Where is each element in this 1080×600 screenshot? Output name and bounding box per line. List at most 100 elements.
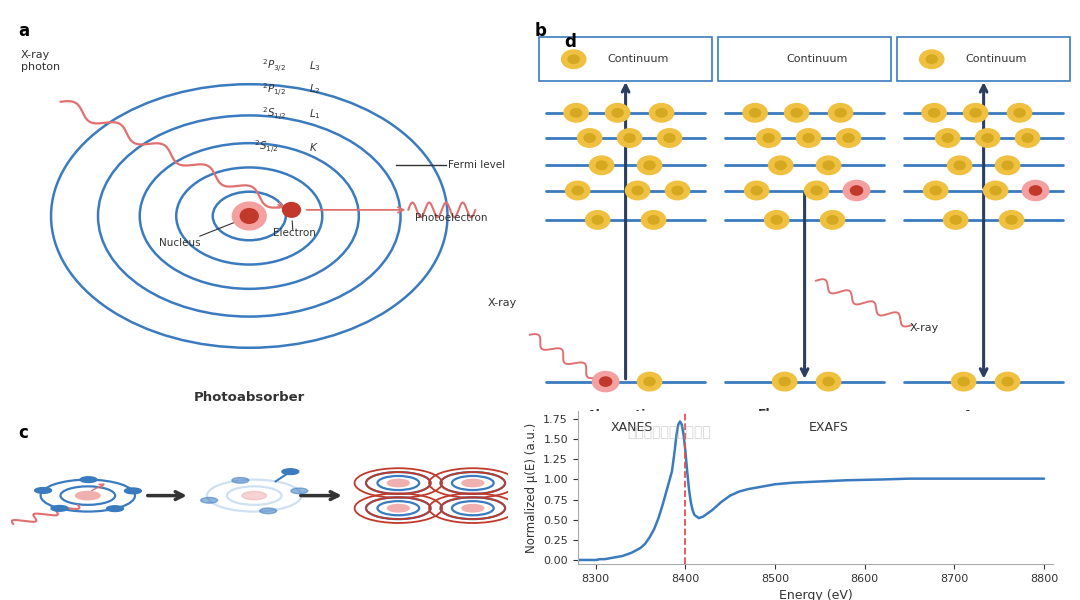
Circle shape xyxy=(811,186,822,194)
Circle shape xyxy=(562,50,585,68)
Circle shape xyxy=(990,186,1001,194)
Circle shape xyxy=(805,181,828,200)
Circle shape xyxy=(618,129,642,147)
Circle shape xyxy=(821,211,845,229)
Circle shape xyxy=(656,109,667,117)
Circle shape xyxy=(644,161,656,169)
Circle shape xyxy=(963,104,988,122)
Circle shape xyxy=(843,181,869,200)
Circle shape xyxy=(975,129,1000,147)
Text: Continuum: Continuum xyxy=(786,54,848,64)
Circle shape xyxy=(792,109,802,117)
Circle shape xyxy=(816,373,840,391)
Circle shape xyxy=(999,211,1024,229)
Circle shape xyxy=(388,505,409,512)
Circle shape xyxy=(828,104,852,122)
Circle shape xyxy=(201,497,217,503)
Circle shape xyxy=(596,161,607,169)
Circle shape xyxy=(1022,134,1034,142)
Circle shape xyxy=(282,469,299,475)
Circle shape xyxy=(592,215,603,224)
Circle shape xyxy=(283,203,300,217)
Circle shape xyxy=(658,129,681,147)
Text: Fermi level: Fermi level xyxy=(448,160,505,170)
Circle shape xyxy=(606,104,630,122)
Circle shape xyxy=(637,156,662,175)
Circle shape xyxy=(672,186,683,194)
Circle shape xyxy=(624,134,635,142)
Circle shape xyxy=(578,129,602,147)
Circle shape xyxy=(935,129,960,147)
Text: X-ray: X-ray xyxy=(909,323,939,333)
Circle shape xyxy=(823,377,834,386)
Circle shape xyxy=(752,186,762,194)
Circle shape xyxy=(1008,104,1031,122)
Circle shape xyxy=(775,161,786,169)
Circle shape xyxy=(1029,186,1041,195)
Circle shape xyxy=(827,215,838,224)
Text: Absorption: Absorption xyxy=(588,409,664,421)
Circle shape xyxy=(648,215,659,224)
Text: Electron: Electron xyxy=(272,229,315,238)
Circle shape xyxy=(612,109,623,117)
Text: d: d xyxy=(564,33,576,51)
Circle shape xyxy=(80,477,97,482)
Circle shape xyxy=(984,181,1008,200)
Circle shape xyxy=(947,156,972,175)
Text: $^2P_{3/2}$: $^2P_{3/2}$ xyxy=(261,58,285,74)
Circle shape xyxy=(996,156,1020,175)
Circle shape xyxy=(462,479,484,487)
Circle shape xyxy=(954,161,966,169)
Text: Continuum: Continuum xyxy=(964,54,1026,64)
Circle shape xyxy=(241,209,258,223)
Circle shape xyxy=(836,129,861,147)
Circle shape xyxy=(107,506,123,511)
Text: Fluorescence: Fluorescence xyxy=(758,409,851,421)
Circle shape xyxy=(291,488,308,494)
Circle shape xyxy=(922,104,946,122)
Circle shape xyxy=(584,134,595,142)
Text: $L_2$: $L_2$ xyxy=(309,83,321,97)
Circle shape xyxy=(823,161,834,169)
Circle shape xyxy=(664,134,675,142)
Circle shape xyxy=(765,211,788,229)
Circle shape xyxy=(462,505,484,512)
Circle shape xyxy=(232,478,248,483)
Circle shape xyxy=(951,373,975,391)
Circle shape xyxy=(950,215,961,224)
Circle shape xyxy=(850,186,863,195)
Text: EXAFS: EXAFS xyxy=(809,421,849,434)
Circle shape xyxy=(1023,181,1049,200)
Circle shape xyxy=(944,211,968,229)
FancyBboxPatch shape xyxy=(897,37,1070,81)
Text: X-ray: X-ray xyxy=(487,298,516,308)
Text: $L_1$: $L_1$ xyxy=(309,107,321,121)
Circle shape xyxy=(982,134,994,142)
Text: $^2S_{1/2}$: $^2S_{1/2}$ xyxy=(261,106,286,122)
Circle shape xyxy=(958,377,969,386)
Text: a: a xyxy=(18,22,29,40)
Text: Auger: Auger xyxy=(962,409,1004,421)
Circle shape xyxy=(649,104,674,122)
Circle shape xyxy=(259,508,276,514)
Circle shape xyxy=(816,156,840,175)
FancyBboxPatch shape xyxy=(539,37,712,81)
Circle shape xyxy=(625,181,650,200)
Circle shape xyxy=(784,104,809,122)
Circle shape xyxy=(743,104,767,122)
Circle shape xyxy=(942,134,954,142)
Text: c: c xyxy=(18,424,28,442)
Circle shape xyxy=(632,186,643,194)
Text: $^2S_{1/2}$: $^2S_{1/2}$ xyxy=(254,138,279,155)
Circle shape xyxy=(599,377,611,386)
Text: Nucleus: Nucleus xyxy=(159,238,201,248)
Circle shape xyxy=(1014,109,1025,117)
Circle shape xyxy=(570,109,582,117)
Text: 公众号：生化环材前沿: 公众号：生化环材前沿 xyxy=(627,425,712,439)
Circle shape xyxy=(585,211,610,229)
X-axis label: Energy (eV): Energy (eV) xyxy=(779,589,852,600)
FancyBboxPatch shape xyxy=(718,37,891,81)
Circle shape xyxy=(1002,161,1013,169)
Circle shape xyxy=(996,373,1020,391)
Circle shape xyxy=(637,373,662,391)
